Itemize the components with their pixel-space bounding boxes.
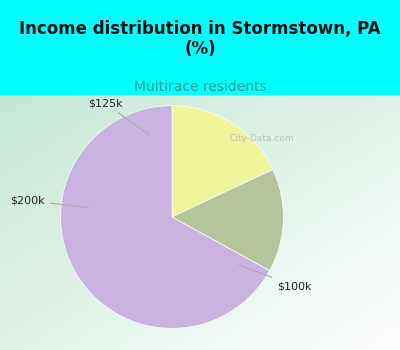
Wedge shape <box>61 106 270 328</box>
Wedge shape <box>172 170 283 271</box>
Text: $125k: $125k <box>88 98 150 135</box>
Text: $200k: $200k <box>10 195 89 208</box>
Text: Income distribution in Stormstown, PA
(%): Income distribution in Stormstown, PA (%… <box>19 20 381 58</box>
Text: $100k: $100k <box>239 265 312 291</box>
Text: Multirace residents: Multirace residents <box>134 80 266 94</box>
Text: City-Data.com: City-Data.com <box>229 134 294 143</box>
Wedge shape <box>172 106 273 217</box>
